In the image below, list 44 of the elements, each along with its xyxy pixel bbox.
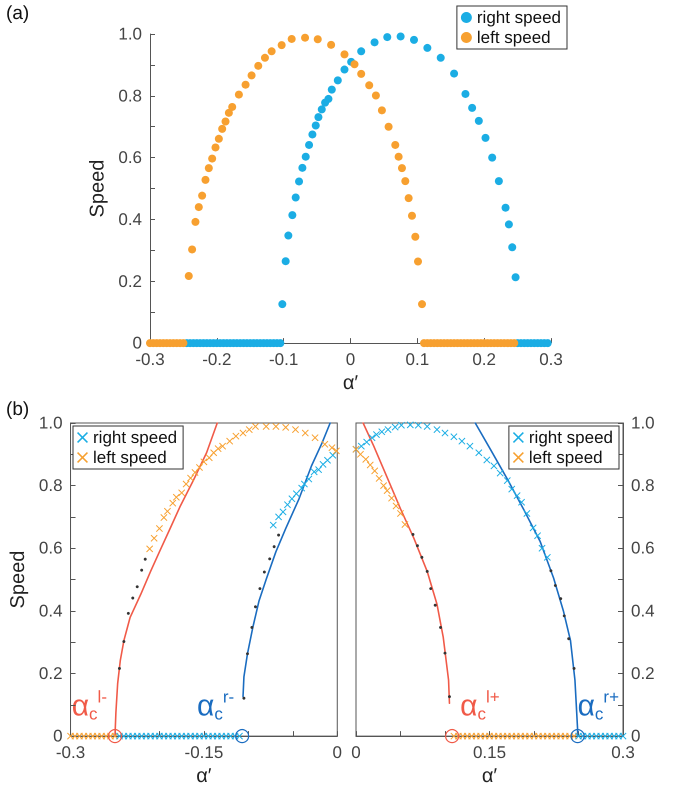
- x-tick-label: 0: [351, 743, 361, 762]
- x-axis-title: α′: [196, 765, 212, 787]
- legend-label: left speed: [93, 448, 167, 467]
- y-tick-label: 1.0: [118, 24, 142, 44]
- text: (a): [6, 3, 30, 24]
- x-tick-label: 0.1: [406, 350, 430, 370]
- y-tick-label: 0: [132, 334, 142, 353]
- x-tick-label: -0.1: [269, 350, 298, 370]
- y-tick-label: 0.2: [631, 664, 655, 683]
- x-axis-title: α′: [482, 765, 498, 787]
- y-tick-label: 0.2: [38, 664, 63, 683]
- x-tick-label: -0.3: [135, 350, 165, 370]
- legend-label: right speed: [476, 8, 562, 27]
- y-tick-label: 0.6: [38, 538, 63, 558]
- x-tick-label: 0.15: [472, 743, 506, 762]
- y-tick-label: 0.6: [631, 538, 655, 558]
- legend-label: right speed: [93, 428, 178, 447]
- x-tick-label: 0.2: [472, 350, 496, 370]
- y-tick-label: 1.0: [631, 414, 655, 432]
- legend-label: left speed: [528, 448, 603, 467]
- y-tick-label: 0.8: [118, 86, 142, 106]
- x-tick-label: 0.3: [539, 350, 563, 370]
- x-tick-label: 0: [332, 743, 342, 762]
- y-tick-label: 0.4: [38, 601, 63, 620]
- x-tick-label: 0: [346, 350, 356, 370]
- y-tick-label: 0.6: [118, 148, 142, 168]
- y-tick-label: 0.8: [38, 476, 63, 496]
- y-tick-label: 0: [53, 726, 63, 746]
- y-tick-label: 1.0: [38, 414, 63, 432]
- y-tick-label: 0.4: [631, 601, 655, 620]
- y-tick-label: 0: [631, 726, 640, 746]
- legend-label: left speed: [476, 28, 551, 47]
- legend-label: right speed: [528, 428, 614, 447]
- x-tick-label: -0.3: [56, 743, 86, 762]
- x-tick-label: -0.2: [202, 350, 232, 370]
- y-axis-title: Speed: [86, 160, 108, 218]
- x-tick-label: 0.3: [611, 743, 635, 762]
- y-tick-label: 0.8: [631, 476, 655, 496]
- x-axis-title: α′: [342, 372, 358, 394]
- y-tick-label: 0.2: [118, 272, 142, 291]
- y-axis-title: Speed: [7, 550, 29, 608]
- x-tick-label: -0.15: [184, 743, 224, 762]
- y-tick-label: 0.4: [118, 210, 142, 229]
- text: (b): [6, 399, 30, 420]
